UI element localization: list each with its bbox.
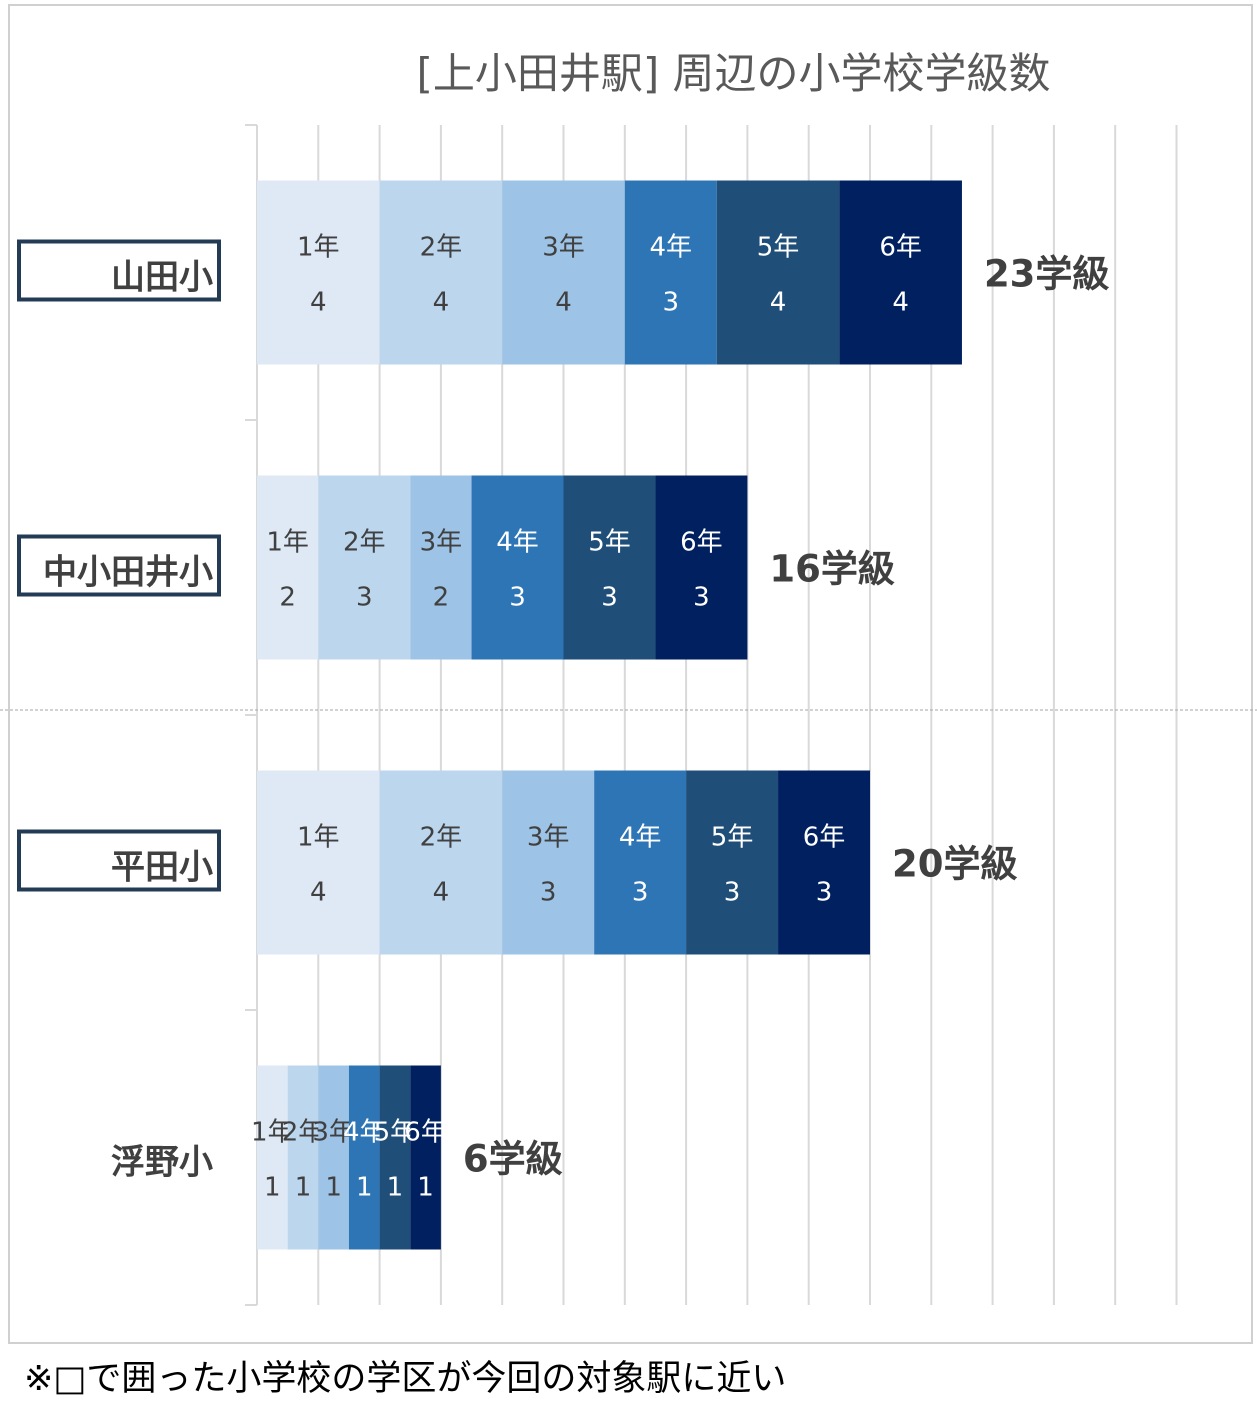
bar-segment <box>655 475 748 660</box>
bar-segment <box>716 180 840 365</box>
category-label-box <box>17 829 221 892</box>
segment-value: 1 <box>356 1173 373 1203</box>
segment-label: 4年 <box>496 528 539 558</box>
segment-label: 6年 <box>803 823 846 853</box>
segment-label: 2年 <box>343 528 386 558</box>
bar-segment <box>624 180 717 365</box>
segment-label: 1年 <box>251 1118 294 1148</box>
segment-value: 3 <box>663 288 680 318</box>
category-label: 山田小 <box>111 258 213 298</box>
chart-title: [上小田井駅] 周辺の小学校学級数 <box>416 49 1051 98</box>
segment-value: 4 <box>310 878 327 908</box>
segment-value: 4 <box>310 288 327 318</box>
segment-value: 1 <box>387 1173 404 1203</box>
bar-segment <box>686 770 779 955</box>
category-label-box <box>17 534 221 597</box>
segment-label: 5年 <box>757 233 800 263</box>
bar-segment <box>778 770 870 955</box>
segment-value: 1 <box>325 1173 342 1203</box>
bar-segment <box>257 1065 288 1250</box>
segment-value: 3 <box>601 583 618 613</box>
bar-segment <box>318 1065 349 1250</box>
bar-segment <box>348 1065 380 1250</box>
bar-segment <box>471 475 564 660</box>
segment-label: 2年 <box>420 233 463 263</box>
segment-value: 2 <box>433 583 450 613</box>
bar-segment <box>502 180 625 365</box>
segment-value: 3 <box>540 878 557 908</box>
bar-segment <box>379 1065 411 1250</box>
segment-label: 1年 <box>297 823 340 853</box>
category-label: 中小田井小 <box>43 553 213 593</box>
category-label: 平田小 <box>111 848 213 888</box>
bar-segment <box>287 1065 319 1250</box>
segment-value: 4 <box>892 288 909 318</box>
segment-label: 3年 <box>312 1118 355 1148</box>
segment-label: 4年 <box>650 233 693 263</box>
total-label: 23学級 <box>984 253 1109 296</box>
segment-value: 4 <box>433 288 450 318</box>
total-label: 20学級 <box>892 843 1018 886</box>
bar-segment <box>257 475 319 660</box>
segment-value: 4 <box>555 288 572 318</box>
segment-value: 3 <box>356 583 373 613</box>
segment-value: 3 <box>632 878 649 908</box>
segment-label: 5年 <box>374 1118 417 1148</box>
segment-value: 3 <box>724 878 741 908</box>
segment-label: 1年 <box>266 528 309 558</box>
segment-value: 1 <box>264 1173 281 1203</box>
segment-label: 6年 <box>879 233 922 263</box>
segment-value: 1 <box>295 1173 312 1203</box>
segment-label: 3年 <box>542 233 585 263</box>
footnote: ※□で囲った小学校の学区が今回の対象駅に近い <box>24 1359 787 1399</box>
total-label: 16学級 <box>769 548 895 591</box>
bar-segment <box>502 770 595 955</box>
segment-value: 4 <box>770 288 787 318</box>
category-label-box <box>17 239 221 302</box>
bar-segment <box>594 770 687 955</box>
total-label: 6学級 <box>463 1138 563 1181</box>
bar-segment <box>410 475 472 660</box>
segment-value: 3 <box>693 583 710 613</box>
bar-segment <box>379 180 503 365</box>
bar-segment <box>379 770 503 955</box>
segment-value: 3 <box>509 583 526 613</box>
segment-value: 3 <box>816 878 833 908</box>
segment-label: 6年 <box>404 1118 447 1148</box>
bar-segment <box>410 1065 441 1250</box>
bar-segment <box>839 180 962 365</box>
bar-segment <box>318 475 411 660</box>
bar-segment <box>257 180 380 365</box>
segment-value: 1 <box>417 1173 434 1203</box>
segment-label: 2年 <box>282 1118 325 1148</box>
category-label: 浮野小 <box>111 1143 213 1183</box>
segment-label: 3年 <box>527 823 570 853</box>
segment-label: 3年 <box>420 528 463 558</box>
segment-label: 1年 <box>297 233 340 263</box>
segment-label: 4年 <box>343 1118 386 1148</box>
segment-value: 4 <box>433 878 450 908</box>
segment-label: 4年 <box>619 823 662 853</box>
bar-segment <box>563 475 656 660</box>
segment-label: 5年 <box>588 528 631 558</box>
segment-label: 5年 <box>711 823 754 853</box>
bar-segment <box>257 770 380 955</box>
segment-value: 2 <box>279 583 296 613</box>
segment-label: 6年 <box>680 528 723 558</box>
segment-label: 2年 <box>420 823 463 853</box>
